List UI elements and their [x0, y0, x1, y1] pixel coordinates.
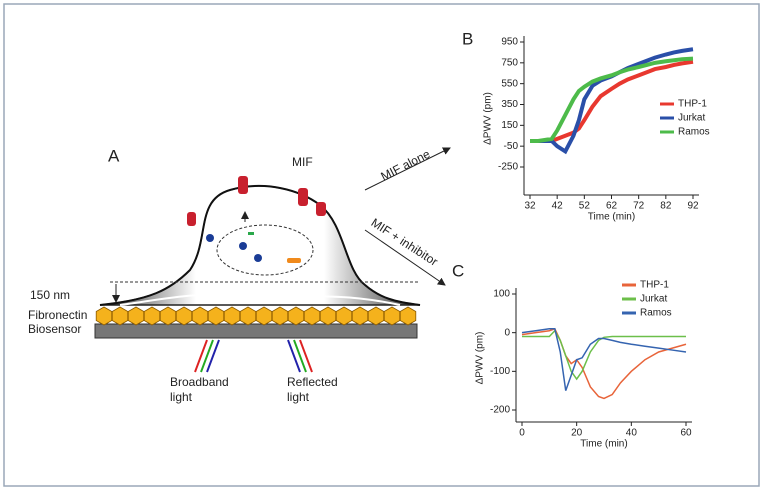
y-tick-label: -200: [490, 405, 510, 416]
hexagon: [143, 306, 161, 326]
x-tick-label: 0: [519, 428, 525, 439]
x-tick-label: 92: [687, 201, 699, 212]
cell-base: [119, 293, 401, 306]
y-tick-label: 550: [501, 78, 518, 89]
hexagon: [255, 306, 273, 326]
frame: [3, 3, 760, 487]
biosensor-plate: [94, 323, 418, 339]
height-label: 150 nm: [30, 288, 70, 302]
y-tick-label: -250: [498, 162, 518, 173]
hexagon: [303, 306, 321, 326]
mif-label: MIF: [292, 155, 313, 169]
x-tick-label: 60: [680, 428, 692, 439]
protein: [206, 234, 214, 242]
mif-molecule: [187, 212, 196, 226]
legend-label: Ramos: [678, 127, 710, 138]
hexagon: [383, 306, 401, 326]
x-tick-label: 42: [552, 201, 564, 212]
y-tick-label: 150: [501, 120, 518, 131]
x-tick-label: 52: [579, 201, 591, 212]
series-line: [530, 59, 694, 143]
y-axis-label: ΔPWV (pm): [483, 92, 494, 145]
y-tick-label: -100: [490, 366, 510, 377]
hexagon: [207, 306, 225, 326]
hexagon: [319, 306, 337, 326]
x-axis-label: Time (min): [580, 439, 627, 450]
x-tick-label: 20: [571, 428, 583, 439]
hexagon: [175, 306, 193, 326]
protein: [287, 258, 301, 263]
legend-label: THP-1: [640, 280, 669, 291]
hexagon: [287, 306, 305, 326]
x-tick-label: 72: [633, 201, 645, 212]
y-tick-label: 950: [501, 37, 518, 48]
hexagon: [111, 306, 129, 326]
panel-label: A: [108, 146, 120, 165]
y-axis-label: ΔPWV (pm): [475, 332, 486, 385]
series-line: [521, 328, 687, 391]
light-label: Reflected: [287, 375, 338, 389]
x-tick-label: 82: [660, 201, 672, 212]
nucleus: [216, 224, 314, 276]
arrow: [364, 147, 451, 191]
cell-outline: [99, 184, 421, 306]
layer-label: Fibronectin: [28, 308, 87, 322]
hexagon: [271, 306, 289, 326]
light-label: Broadband: [170, 375, 229, 389]
protein: [248, 232, 254, 235]
hexagon: [223, 306, 241, 326]
mif-molecule: [316, 202, 326, 216]
legend-label: Jurkat: [640, 294, 667, 305]
mif-molecule: [298, 188, 308, 206]
legend-label: Ramos: [640, 308, 672, 319]
y-tick-label: -50: [504, 141, 519, 152]
y-tick-label: 0: [504, 327, 510, 338]
arrow: [364, 229, 446, 286]
legend-label: THP-1: [678, 99, 707, 110]
y-tick-label: 350: [501, 99, 518, 110]
hexagon: [95, 306, 113, 326]
panel-label: C: [452, 261, 464, 280]
hexagon: [191, 306, 209, 326]
light-label: light: [287, 390, 310, 404]
x-tick-label: 32: [524, 201, 536, 212]
hexagon: [399, 306, 417, 326]
x-axis-label: Time (min): [588, 212, 635, 223]
protein: [239, 242, 247, 250]
layer-label: Biosensor: [28, 322, 81, 336]
light-label: light: [170, 390, 193, 404]
hexagon: [335, 306, 353, 326]
hexagon: [351, 306, 369, 326]
hexagon: [239, 306, 257, 326]
hexagon: [159, 306, 177, 326]
hexagon: [367, 306, 385, 326]
panel-label: B: [462, 29, 473, 48]
x-tick-label: 62: [606, 201, 618, 212]
series-line: [530, 56, 694, 143]
y-tick-label: 750: [501, 57, 518, 68]
y-tick-label: 100: [493, 289, 510, 300]
hexagon: [127, 306, 145, 326]
light-arrows: [194, 339, 313, 373]
fibronectin-layer: [95, 306, 417, 326]
x-tick-label: 40: [626, 428, 638, 439]
protein: [254, 254, 262, 262]
mif-molecule: [238, 176, 248, 194]
legend-label: Jurkat: [678, 113, 705, 124]
